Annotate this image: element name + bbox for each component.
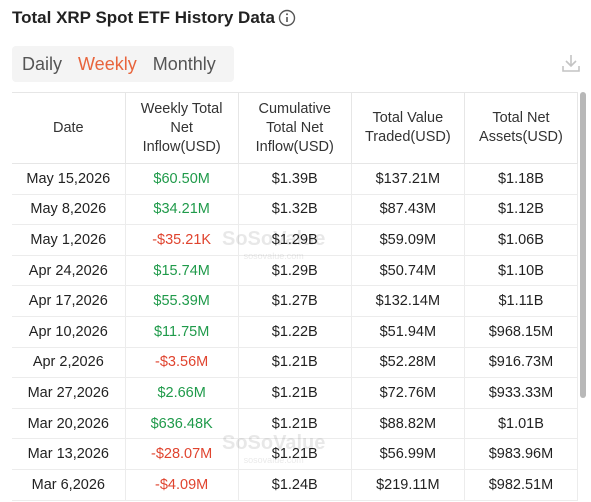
table-cell: May 8,2026 xyxy=(12,193,126,226)
table-cell: $916.73M xyxy=(463,346,579,379)
table-cell: Apr 10,2026 xyxy=(12,315,126,348)
table-row: Mar 20,2026 $636.48K $1.21B $88.82M $1.01B xyxy=(12,407,579,440)
table-cell: $1.21B xyxy=(237,377,352,409)
tab-bar: Daily Weekly Monthly xyxy=(12,46,234,82)
etf-table: Date Weekly Total Net Inflow(USD) Cumulati… xyxy=(12,92,579,501)
table-cell: $219.11M xyxy=(350,468,465,501)
info-icon[interactable] xyxy=(278,9,296,27)
watermark: SoSoValue sosovalue.com xyxy=(222,228,326,261)
table-cell: Mar 13,2026 xyxy=(12,438,126,470)
table-row: Mar 27,2026 $2.66M $1.21B $72.76M $933.33M xyxy=(12,377,579,409)
table-cell: $933.33M xyxy=(463,377,579,409)
table-row: Mar 6,2026 -$4.09M $1.24B $219.11M $982.51M xyxy=(12,468,579,501)
table-cell: $88.82M xyxy=(350,407,465,440)
table-cell: $1.24B xyxy=(237,468,352,501)
table-cell: $34.21M xyxy=(124,193,239,226)
table-cell: $50.74M xyxy=(350,254,465,287)
table-row: May 1,2026 -$35.21K $1.29B $59.09M $1.06B xyxy=(12,224,579,256)
table-cell: $982.51M xyxy=(463,468,579,501)
table-cell: $137.21M xyxy=(350,163,465,195)
table-cell: Mar 20,2026 xyxy=(12,407,126,440)
table-cell: $1.27B xyxy=(237,285,352,317)
table-cell: $1.11B xyxy=(463,285,579,317)
table-container: Date Weekly Total Net Inflow(USD) Cumulati… xyxy=(12,92,579,502)
table-cell: $60.50M xyxy=(124,163,239,195)
table-cell: $1.32B xyxy=(237,193,352,226)
table-cell: $11.75M xyxy=(124,315,239,348)
table-cell: $636.48K xyxy=(124,407,239,440)
table-cell: -$4.09M xyxy=(124,468,239,501)
table-cell: $52.28M xyxy=(350,346,465,379)
table-cell: $59.09M xyxy=(350,224,465,256)
table-body: May 15,2026 $60.50M $1.39B $137.21M $1.18B Ma… xyxy=(12,163,579,501)
table-cell: -$3.56M xyxy=(124,346,239,379)
table-cell: $132.14M xyxy=(350,285,465,317)
table-cell: $1.01B xyxy=(463,407,579,440)
download-button[interactable] xyxy=(560,52,582,74)
table-row: Mar 13,2026 -$28.07M $1.21B $56.99M $983.96M xyxy=(12,438,579,470)
table-cell: $1.21B xyxy=(237,346,352,379)
table-cell: $1.12B xyxy=(463,193,579,226)
table-cell: $968.15M xyxy=(463,315,579,348)
table-cell: Apr 17,2026 xyxy=(12,285,126,317)
table-cell: $72.76M xyxy=(350,377,465,409)
table-cell: $1.10B xyxy=(463,254,579,287)
table-cell: May 15,2026 xyxy=(12,163,126,195)
table-cell: $51.94M xyxy=(350,315,465,348)
table-cell: $983.96M xyxy=(463,438,579,470)
table-cell: Mar 6,2026 xyxy=(12,468,126,501)
table-row: May 15,2026 $60.50M $1.39B $137.21M $1.18B xyxy=(12,163,579,195)
watermark: SoSoValue sosovalue.com xyxy=(222,432,326,465)
table-row: Apr 2,2026 -$3.56M $1.21B $52.28M $916.73M xyxy=(12,346,579,379)
tab[interactable]: Weekly xyxy=(78,53,137,74)
column-header: Total Value Traded(USD) xyxy=(350,92,465,164)
table-cell: $1.29B xyxy=(237,224,352,256)
table-cell: Mar 27,2026 xyxy=(12,377,126,409)
table-cell: -$28.07M xyxy=(124,438,239,470)
table-cell: Apr 2,2026 xyxy=(12,346,126,379)
tab[interactable]: Daily xyxy=(22,53,63,74)
header-row: Date Weekly Total Net Inflow(USD) Cumulati… xyxy=(12,92,579,164)
table-row: May 8,2026 $34.21M $1.32B $87.43M $1.12B xyxy=(12,193,579,226)
table-cell: -$35.21K xyxy=(124,224,239,256)
title: Total XRP Spot ETF History Data xyxy=(12,8,275,27)
table-cell: $56.99M xyxy=(350,438,465,470)
tab[interactable]: Monthly xyxy=(152,53,216,74)
column-header: Total Net Assets(USD) xyxy=(463,92,579,164)
table-cell: Apr 24,2026 xyxy=(12,254,126,287)
table-cell: $87.43M xyxy=(350,193,465,226)
table-cell: $1.39B xyxy=(237,163,352,195)
table-cell: $55.39M xyxy=(124,285,239,317)
table-cell: May 1,2026 xyxy=(12,224,126,256)
table-cell: $1.18B xyxy=(463,163,579,195)
table-cell: $1.21B xyxy=(237,438,352,470)
column-header: Cumulative Total Net Inflow(USD) xyxy=(237,92,352,164)
table-cell: $2.66M xyxy=(124,377,239,409)
table-cell: $1.06B xyxy=(463,224,579,256)
table-row: Apr 17,2026 $55.39M $1.27B $132.14M $1.11B xyxy=(12,285,579,317)
column-header: Weekly Total Net Inflow(USD) xyxy=(124,92,239,164)
column-header: Date xyxy=(12,92,126,164)
table-cell: $1.22B xyxy=(237,315,352,348)
table-cell: $15.74M xyxy=(124,254,239,287)
scrollbar[interactable] xyxy=(580,92,586,398)
table-cell: $1.21B xyxy=(237,407,352,440)
table-row: Apr 10,2026 $11.75M $1.22B $51.94M $968.15M xyxy=(12,315,579,348)
